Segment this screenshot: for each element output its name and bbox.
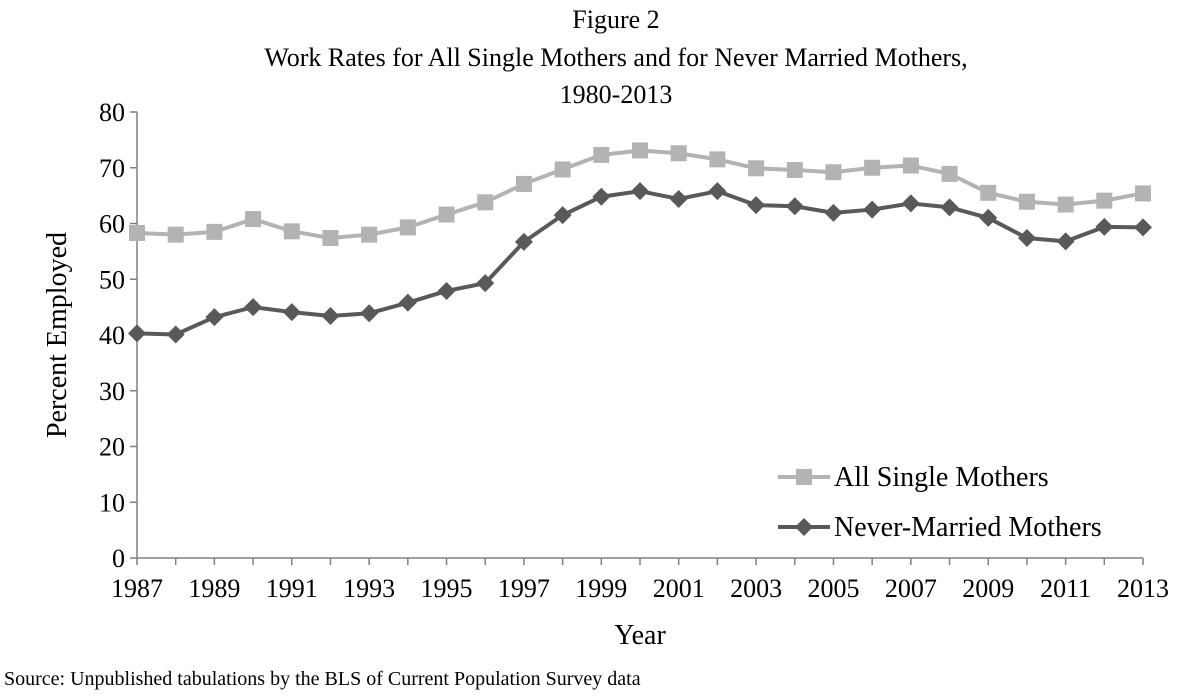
data-point-square [1018, 193, 1035, 210]
series-layer [128, 142, 1152, 344]
y-tick-label: 0 [112, 544, 125, 573]
data-point-diamond [785, 197, 804, 216]
series-never-married-mothers [128, 182, 1152, 344]
legend-item-never-married-mothers: Never-Married Mothers [778, 512, 1102, 543]
x-tick-label: 1995 [421, 574, 473, 603]
x-axis-ticks: 1987 1989 1991 1993 1995 1997 1999 2001 2003 2005… [111, 558, 1169, 603]
data-point-square [167, 226, 184, 243]
x-axis-label: Year [614, 620, 666, 651]
y-tick-label: 80 [99, 98, 125, 127]
y-tick-label: 30 [99, 377, 125, 406]
data-point-diamond [360, 304, 379, 323]
data-point-diamond [398, 293, 417, 312]
data-point-diamond [979, 208, 998, 227]
legend-label-never-married-mothers: Never-Married Mothers [834, 512, 1102, 543]
data-point-diamond [128, 324, 146, 343]
title-line-3: 1980-2013 [560, 80, 673, 109]
y-tick-label: 20 [99, 433, 125, 462]
legend-item-all-single-mothers: All Single Mothers [778, 462, 1049, 493]
x-tick-label: 1999 [575, 574, 627, 603]
data-point-diamond [631, 182, 649, 201]
data-point-diamond [553, 206, 572, 225]
data-point-diamond [244, 298, 263, 317]
x-tick-label: 2001 [653, 574, 705, 603]
data-point-square [1135, 185, 1151, 202]
data-point-diamond [747, 196, 766, 215]
x-tick-label: 1993 [343, 574, 395, 603]
data-point-square [129, 224, 145, 241]
data-point-square [283, 223, 300, 240]
x-tick-label: 1991 [266, 574, 318, 603]
legend-marker-diamond [795, 518, 813, 536]
data-point-square [399, 219, 416, 236]
data-point-square [748, 160, 765, 177]
y-tick-label: 60 [99, 210, 125, 239]
y-tick-label: 70 [99, 154, 125, 183]
data-point-square [554, 161, 571, 178]
data-point-diamond [863, 200, 882, 219]
legend: All Single Mothers Never-Married Mothers [778, 462, 1102, 543]
data-point-diamond [940, 198, 959, 217]
data-point-square [1057, 196, 1074, 213]
data-point-square [1096, 192, 1113, 209]
data-point-square [825, 164, 842, 181]
data-point-diamond [437, 281, 456, 300]
legend-marker-square [796, 469, 812, 485]
x-tick-label: 2013 [1117, 574, 1169, 603]
data-point-square [632, 142, 648, 159]
title-line-2: Work Rates for All Single Mothers and fo… [264, 43, 967, 72]
y-axis-ticks: 0 10 20 30 40 50 60 70 80 [99, 98, 137, 573]
chart-title: Figure 2 Work Rates for All Single Mothe… [264, 5, 967, 109]
data-point-square [438, 206, 455, 223]
title-line-1: Figure 2 [572, 5, 659, 34]
data-point-diamond [901, 194, 920, 213]
x-tick-label: 2003 [730, 574, 782, 603]
x-tick-label: 2011 [1040, 574, 1091, 603]
y-axis-label: Percent Employed [42, 232, 73, 438]
data-point-diamond [592, 187, 611, 206]
y-tick-label: 50 [99, 265, 125, 294]
data-point-square [206, 223, 223, 240]
data-point-diamond [321, 307, 340, 326]
data-point-diamond [1056, 232, 1075, 251]
data-point-square [902, 157, 919, 174]
data-point-square [515, 175, 532, 192]
data-point-square [670, 145, 687, 162]
data-point-square [322, 229, 339, 246]
x-tick-label: 1987 [111, 574, 163, 603]
data-point-square [709, 151, 726, 168]
y-tick-label: 40 [99, 321, 125, 350]
data-point-diamond [708, 182, 727, 201]
data-point-diamond [514, 232, 533, 251]
data-point-diamond [1017, 228, 1036, 247]
legend-label-all-single-mothers: All Single Mothers [834, 462, 1049, 493]
x-tick-label: 1997 [498, 574, 550, 603]
data-point-diamond [476, 274, 495, 293]
data-point-diamond [824, 203, 843, 222]
data-point-square [593, 146, 610, 163]
data-point-square [361, 226, 378, 243]
data-point-diamond [1134, 218, 1152, 237]
data-point-diamond [205, 308, 224, 327]
y-tick-label: 10 [99, 488, 125, 517]
data-point-diamond [282, 303, 301, 322]
data-point-diamond [669, 189, 688, 208]
data-point-square [864, 159, 881, 176]
series-all-single-mothers [129, 142, 1151, 246]
data-point-square [786, 161, 803, 178]
x-tick-label: 2005 [807, 574, 859, 603]
x-tick-label: 2009 [962, 574, 1014, 603]
data-point-square [980, 184, 997, 201]
x-tick-label: 2007 [885, 574, 937, 603]
source-note: Source: Unpublished tabulations by the B… [4, 668, 641, 690]
data-point-square [941, 165, 958, 182]
data-point-diamond [166, 325, 185, 344]
data-point-square [245, 211, 262, 228]
data-point-diamond [1095, 217, 1114, 236]
data-point-square [477, 194, 494, 211]
x-tick-label: 1989 [188, 574, 240, 603]
